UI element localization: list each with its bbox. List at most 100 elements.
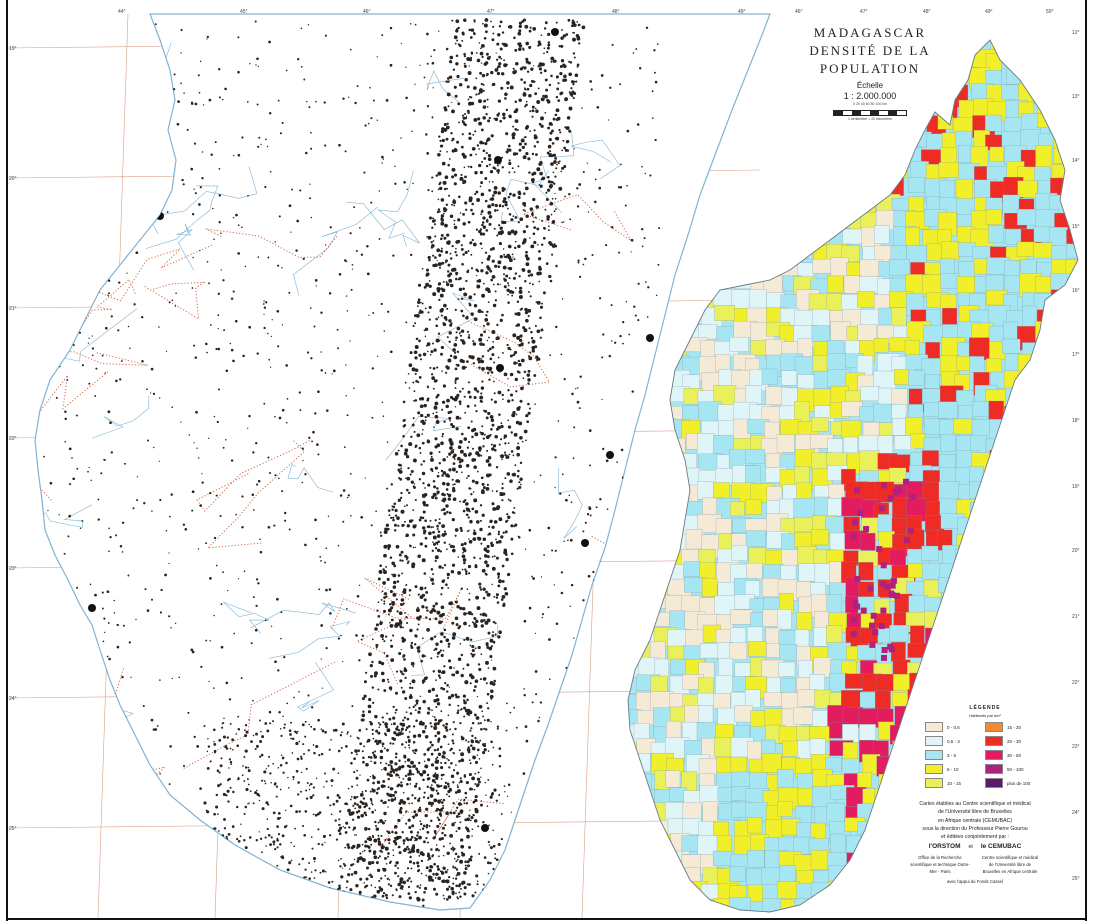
population-dot	[347, 873, 351, 877]
population-dot	[519, 67, 524, 71]
population-dot	[274, 660, 277, 664]
population-dot	[514, 119, 519, 124]
population-dot	[255, 858, 257, 861]
population-dot	[482, 83, 485, 86]
population-dot	[534, 841, 537, 845]
population-dot	[213, 415, 216, 418]
population-dot	[381, 162, 383, 164]
population-dot	[441, 127, 445, 131]
population-dot	[222, 885, 226, 889]
population-dot	[148, 208, 152, 212]
population-dot	[473, 616, 477, 621]
population-dot	[434, 877, 437, 879]
population-dot	[402, 655, 405, 658]
population-dot	[433, 748, 437, 752]
population-dot	[431, 190, 434, 193]
population-dot	[475, 93, 478, 96]
population-dot	[479, 333, 484, 337]
population-dot	[443, 315, 448, 320]
population-dot	[504, 92, 508, 97]
population-dot	[59, 357, 63, 361]
population-dot	[577, 387, 579, 389]
population-dot	[446, 782, 450, 786]
population-dot	[76, 467, 79, 470]
population-dot	[495, 52, 497, 54]
population-dot	[88, 382, 91, 385]
population-dot	[375, 861, 379, 865]
population-dot	[472, 133, 475, 136]
population-dot	[213, 812, 216, 816]
population-dot	[450, 693, 455, 698]
population-dot	[59, 366, 61, 368]
population-dot	[512, 276, 516, 280]
population-dot	[365, 728, 368, 731]
population-dot	[222, 721, 225, 725]
population-dot	[547, 526, 551, 530]
population-dot	[464, 867, 468, 871]
population-dot	[489, 795, 493, 799]
population-dot	[524, 254, 529, 258]
population-dot	[573, 637, 575, 639]
population-dot	[512, 333, 517, 338]
population-dot	[573, 80, 576, 83]
population-dot	[487, 119, 491, 123]
population-dot	[658, 607, 660, 610]
population-dot	[406, 717, 410, 721]
population-dot	[456, 806, 459, 809]
population-dot	[446, 482, 450, 487]
population-dot	[411, 794, 414, 797]
population-dot	[353, 858, 356, 861]
population-dot	[487, 153, 492, 158]
population-dot	[498, 868, 501, 871]
population-dot	[525, 256, 530, 261]
population-dot	[478, 667, 482, 672]
population-dot	[89, 583, 92, 586]
population-dot	[356, 843, 361, 848]
population-dot	[359, 877, 363, 881]
population-dot	[244, 729, 246, 731]
population-dot	[480, 128, 484, 132]
population-dot	[288, 291, 291, 294]
population-dot	[433, 348, 437, 352]
population-dot	[432, 531, 435, 534]
population-dot	[517, 469, 520, 473]
population-dot	[394, 756, 398, 759]
population-dot	[461, 387, 464, 390]
population-dot	[510, 229, 515, 234]
population-dot	[58, 115, 61, 118]
population-dot	[148, 802, 151, 805]
population-dot	[421, 679, 426, 683]
population-dot	[429, 746, 432, 749]
population-dot	[536, 140, 539, 144]
population-dot	[489, 861, 492, 865]
population-dot	[411, 686, 414, 690]
population-dot	[165, 529, 168, 532]
population-dot	[452, 877, 455, 880]
population-dot	[431, 855, 434, 858]
population-dot	[255, 64, 257, 66]
population-dot	[444, 223, 448, 228]
population-dot	[398, 801, 402, 805]
population-dot	[481, 513, 485, 517]
population-dot	[223, 817, 226, 821]
population-dot	[269, 170, 272, 173]
population-dot	[429, 576, 431, 578]
population-dot	[616, 663, 619, 666]
population-dot	[455, 54, 459, 58]
population-dot	[417, 617, 421, 621]
population-dot	[455, 868, 459, 871]
population-dot	[87, 470, 89, 473]
population-dot	[436, 756, 439, 759]
population-dot	[208, 98, 212, 102]
population-dot	[481, 710, 484, 713]
population-dot	[367, 710, 372, 714]
population-dot	[271, 319, 273, 321]
population-dot	[377, 577, 381, 581]
population-dot	[494, 299, 498, 302]
population-dot	[359, 793, 364, 797]
population-dot	[389, 760, 394, 764]
population-dot	[364, 124, 367, 127]
population-dot	[649, 174, 652, 177]
population-dot	[241, 136, 244, 139]
population-dot	[485, 459, 490, 463]
